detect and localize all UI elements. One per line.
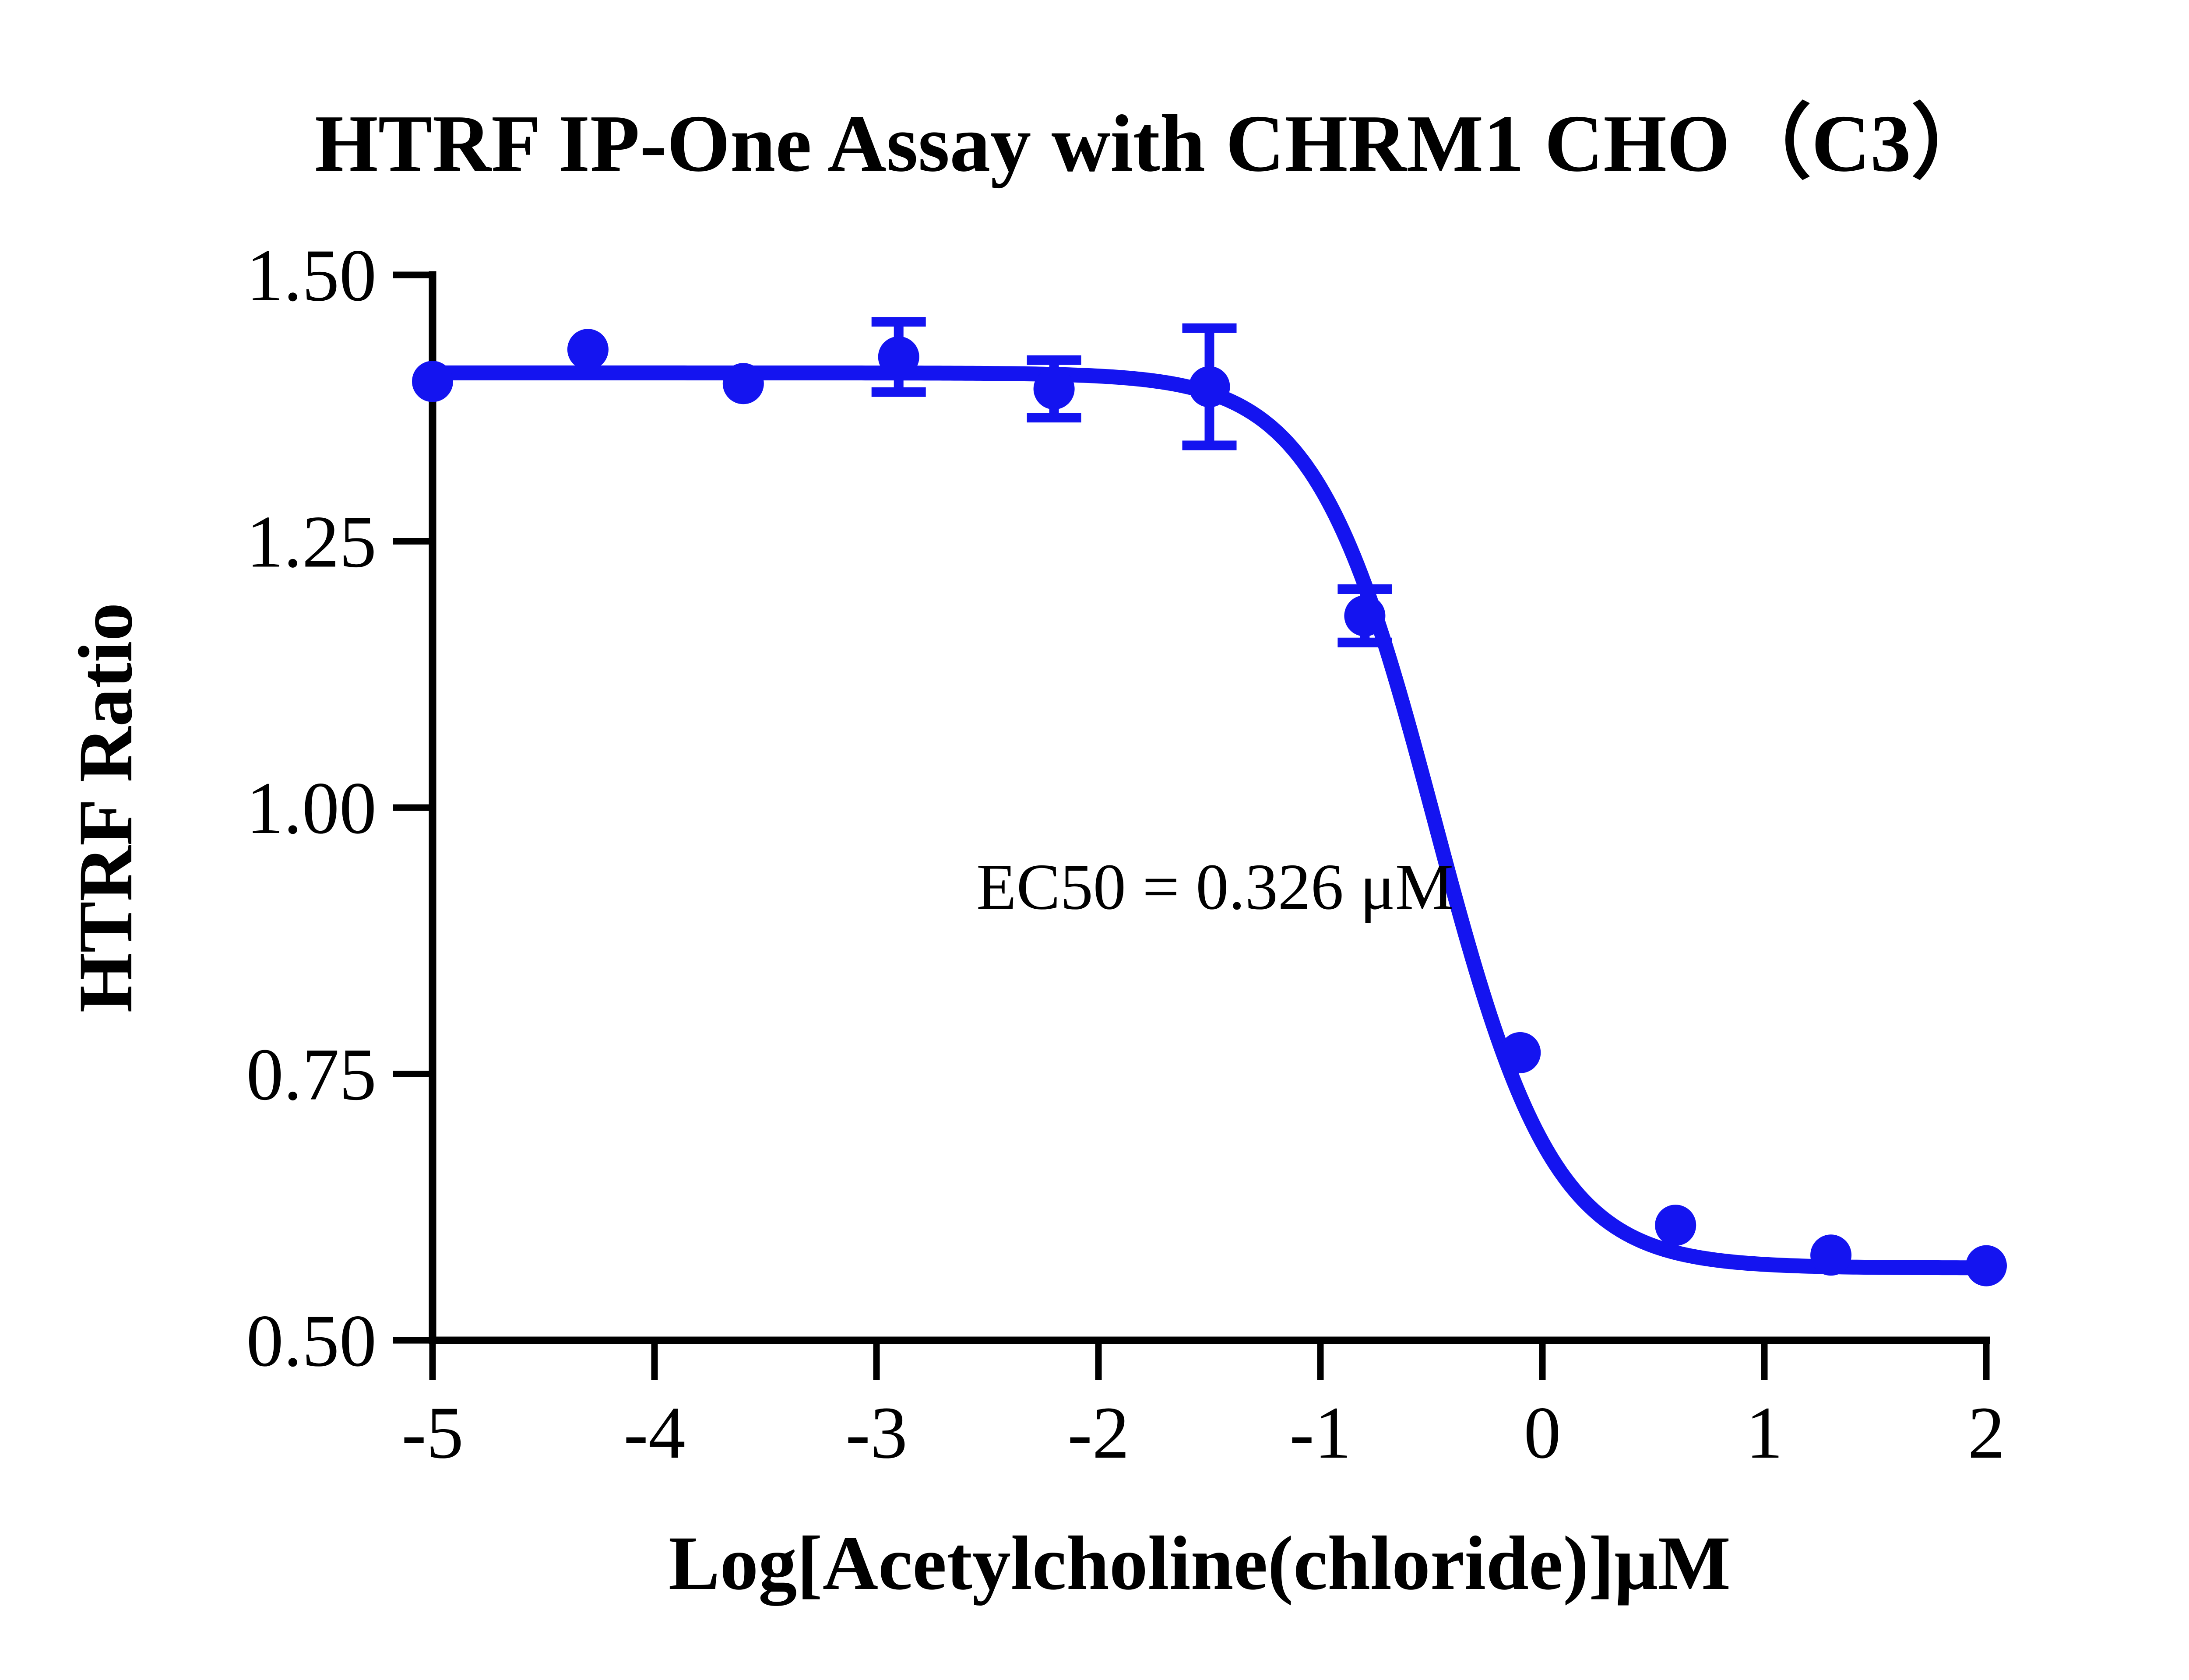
x-axis-tick-label: 1 <box>1746 1392 1783 1474</box>
data-point <box>722 363 764 404</box>
x-axis-tick-label: -4 <box>623 1392 686 1474</box>
x-axis-tick-label: -2 <box>1067 1392 1130 1474</box>
data-point <box>1189 366 1230 408</box>
y-axis-tick-label: 1.00 <box>246 767 377 849</box>
x-axis-title: Log[Acetylcholine(chloride)]μM <box>669 1521 1731 1606</box>
x-axis-tick-label: -5 <box>401 1392 464 1474</box>
data-point <box>1655 1205 1696 1246</box>
data-point <box>1810 1234 1852 1276</box>
y-axis-tick-label: 0.50 <box>246 1300 377 1382</box>
data-point <box>1033 368 1075 410</box>
x-axis-tick-group <box>429 1340 1990 1380</box>
y-axis-tick-label: 1.50 <box>246 234 377 316</box>
data-point-group <box>412 329 2007 1286</box>
data-point <box>1344 595 1386 636</box>
data-point <box>1966 1245 2007 1286</box>
y-axis-title: HTRF Ratio <box>63 603 148 1013</box>
x-axis-tick-label: -1 <box>1289 1392 1351 1474</box>
y-axis-tick-label: 0.75 <box>246 1033 377 1116</box>
x-axis-tick-label: -3 <box>845 1392 908 1474</box>
data-point <box>1499 1032 1541 1073</box>
annotation-group: EC50 = 0.326 μM <box>976 851 1453 923</box>
data-point <box>567 329 609 370</box>
chart-title: HTRF IP-One Assay with CHRM1 CHO（C3） <box>315 98 1992 189</box>
x-axis-tick-label: 0 <box>1524 1392 1561 1474</box>
y-axis-tick-group <box>393 271 433 1344</box>
data-point <box>412 361 453 402</box>
y-axis-tick-label: 1.25 <box>246 501 377 583</box>
y-axis-tick-labels: 0.50 0.75 1.00 1.25 1.50 <box>246 234 377 1382</box>
x-axis-tick-labels: -5 -4 -3 -2 -1 0 1 2 <box>401 1392 2005 1474</box>
ec50-annotation: EC50 = 0.326 μM <box>976 851 1453 923</box>
x-axis-tick-label: 2 <box>1968 1392 2005 1474</box>
data-point <box>878 336 919 378</box>
